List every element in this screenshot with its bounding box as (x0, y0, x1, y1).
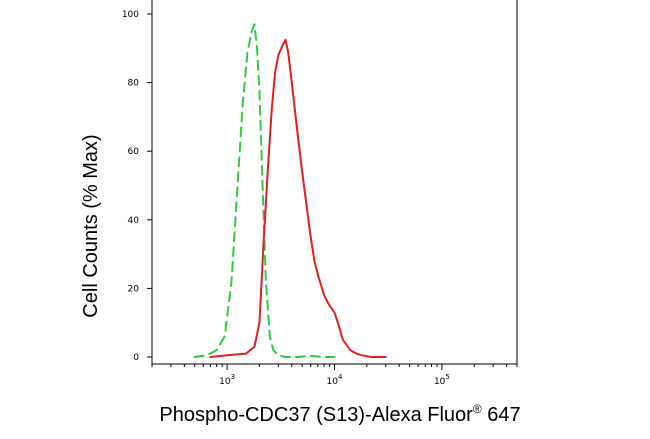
x-axis-title-suffix: 647 (482, 404, 521, 426)
x-tick-label: 103 (219, 373, 235, 387)
y-axis-title: Cell Counts (% Max) (80, 134, 102, 317)
x-axis-ticks: 103 104 105 (151, 364, 518, 387)
y-tick-label: 40 (128, 216, 140, 226)
y-tick-label: 60 (128, 147, 140, 157)
y-tick-label: 100 (122, 10, 139, 20)
y-tick-label: 80 (128, 79, 140, 89)
y-axis-ticks: 0 20 40 60 80 100 (122, 10, 152, 363)
x-tick-label: 104 (327, 373, 343, 387)
x-tick-label: 105 (434, 373, 450, 387)
x-axis-title-superscript: ® (473, 402, 482, 416)
series-line-2 (209, 38, 387, 358)
x-axis-title: Phospho-CDC37 (S13)-Alexa Fluor® 647 (159, 402, 520, 426)
y-tick-label: 20 (128, 284, 140, 294)
x-axis-title-main: Phospho-CDC37 (S13)-Alexa Fluor (159, 404, 473, 426)
y-tick-label: 0 (133, 353, 139, 363)
series-line-1 (193, 23, 336, 358)
plot-frame (151, 0, 518, 365)
series-layer (193, 23, 387, 358)
